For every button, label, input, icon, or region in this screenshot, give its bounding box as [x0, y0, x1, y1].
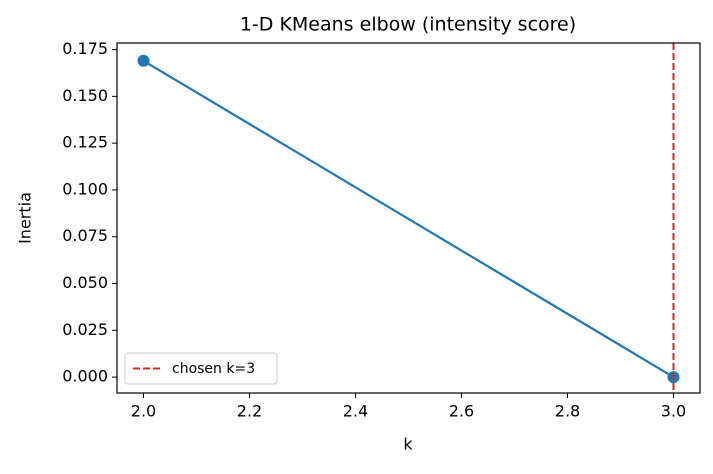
y-tick-label: 0.025 [62, 320, 108, 339]
marker [137, 54, 150, 67]
y-tick-label: 0.100 [62, 179, 108, 198]
x-tick-label: 2.6 [449, 402, 474, 421]
y-tick-label: 0.125 [62, 133, 108, 152]
x-tick-label: 3.0 [661, 402, 686, 421]
line [142, 59, 675, 379]
x-axis-label: k [403, 435, 413, 454]
chart-title: 1-D KMeans elbow (intensity score) [240, 14, 576, 36]
x-tick-label: 2.2 [237, 402, 262, 421]
axes-frame [116, 42, 701, 394]
legend-box [124, 352, 278, 385]
x-tick-label: 2.0 [131, 402, 156, 421]
x-tick-label: 2.8 [555, 402, 580, 421]
legend-label: chosen k=3 [172, 361, 255, 377]
y-tick-label: 0.175 [62, 39, 108, 58]
y-tick-label: 0.000 [62, 367, 108, 386]
y-axis-label: Inertia [16, 192, 35, 244]
y-tick-label: 0.050 [62, 273, 108, 292]
y-tick-label: 0.150 [62, 86, 108, 105]
y-tick-label: 0.075 [62, 226, 108, 245]
x-tick-label: 2.4 [343, 402, 368, 421]
